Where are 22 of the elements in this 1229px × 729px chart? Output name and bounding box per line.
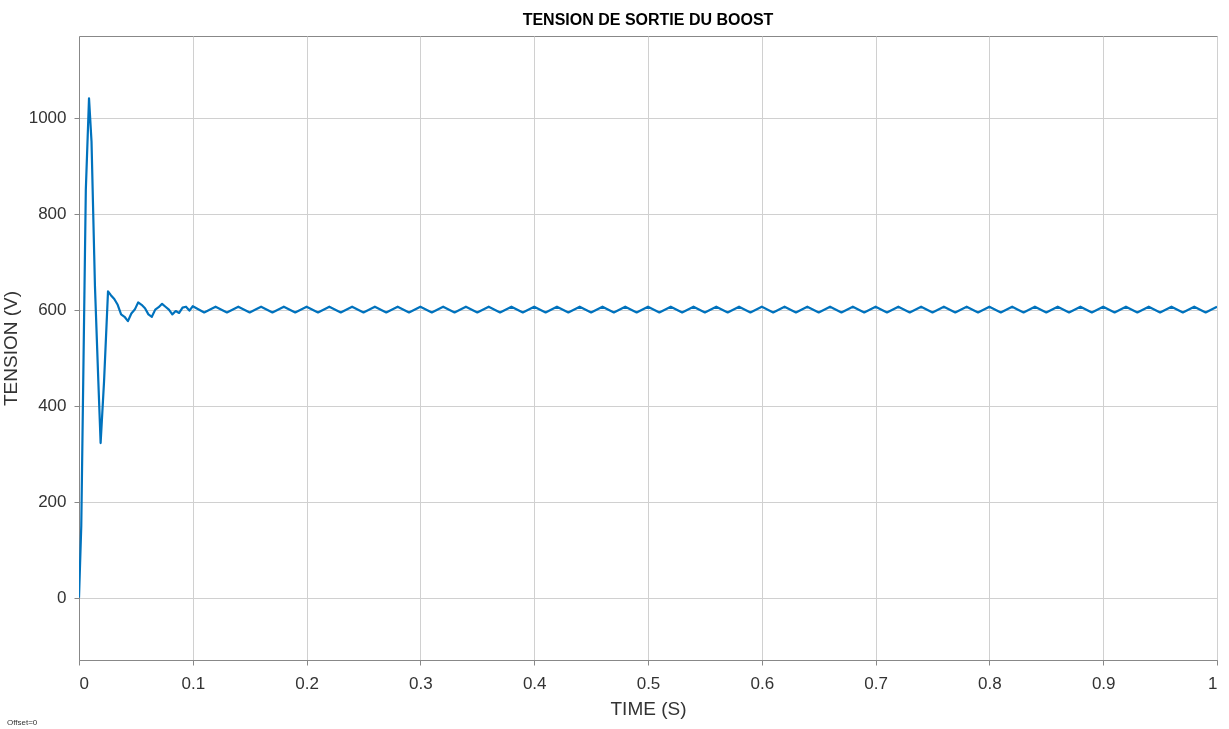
y-tick-label: 600 [38, 300, 67, 320]
x-tick-label: 0.7 [864, 673, 888, 693]
x-tick-label: 0.6 [750, 673, 775, 693]
chart-title: TENSION DE SORTIE DU BOOST [522, 11, 774, 28]
text: Offset=0 [7, 718, 38, 727]
y-tick-label: 800 [38, 204, 67, 224]
x-tick-label: 0.2 [295, 673, 319, 693]
y-tick-label: 1000 [28, 108, 67, 128]
y-tick-label: 200 [38, 492, 67, 512]
y-axis-title: TENSION (V) [0, 290, 21, 407]
x-tick-label: 1 [1208, 673, 1218, 693]
x-tick-label: 0.4 [522, 673, 547, 693]
y-tick-label: 400 [38, 396, 67, 416]
x-tick-label: 0.8 [978, 673, 1002, 693]
x-tick-label: 0.1 [181, 673, 206, 693]
y-tick-label: 0 [57, 588, 67, 608]
x-axis-title: TIME (S) [610, 697, 687, 719]
x-tick-label: 0.9 [1091, 673, 1116, 693]
x-tick-label: 0 [79, 673, 89, 693]
x-tick-label: 0.5 [636, 673, 661, 693]
line-series [79, 97, 1217, 599]
x-tick-label: 0.3 [409, 673, 433, 693]
